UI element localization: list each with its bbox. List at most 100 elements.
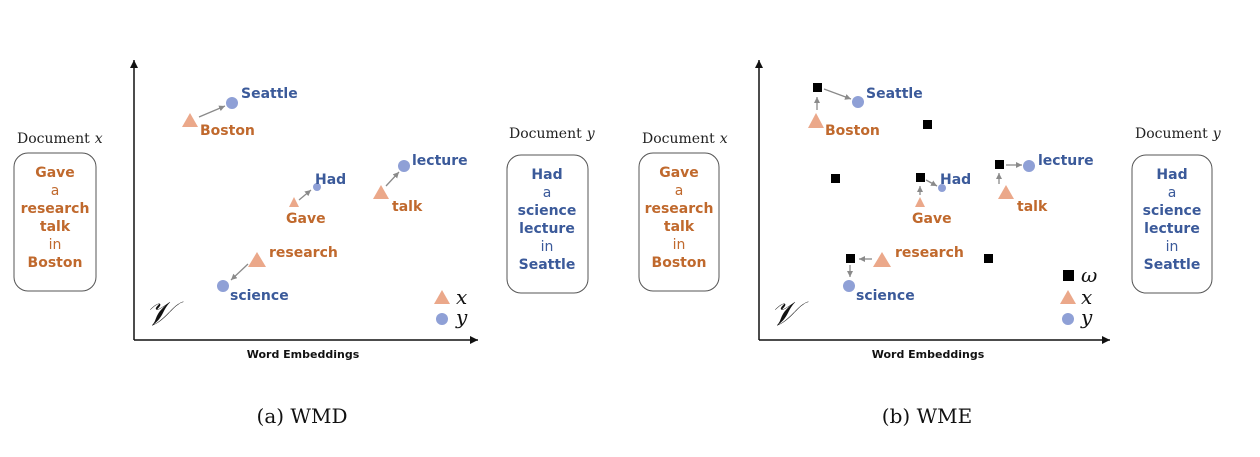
word-label: research <box>895 245 964 261</box>
omega-square <box>984 254 993 263</box>
triangle-marker <box>182 113 198 127</box>
svg-text:Seattle: Seattle <box>1144 257 1201 273</box>
word-label: science <box>856 288 915 304</box>
svg-text:talk: talk <box>664 219 695 235</box>
word-label: Gave <box>286 211 326 227</box>
doc-y-box <box>506 154 589 294</box>
space-label: 𝒱 <box>770 294 809 334</box>
svg-text:a: a <box>675 183 684 199</box>
word-label: Had <box>940 172 971 188</box>
axis-label: Word Embeddings <box>247 348 360 361</box>
circle-marker <box>217 280 229 292</box>
triangle-marker <box>373 185 389 199</box>
doc-x-text: Gave a research talk in Boston <box>21 165 90 271</box>
doc-y-box <box>1131 154 1213 294</box>
doc-x-title: Document x <box>17 131 103 147</box>
omega-square <box>831 174 840 183</box>
svg-text:research: research <box>645 201 714 217</box>
svg-text:in: in <box>1166 239 1179 255</box>
svg-text:science: science <box>1143 203 1202 219</box>
legend: ω x y <box>1060 263 1097 329</box>
arrow <box>925 179 938 187</box>
circle-marker <box>313 183 321 191</box>
legend-circle <box>1062 313 1074 325</box>
circle-marker <box>226 97 238 109</box>
svg-text:Boston: Boston <box>28 255 83 271</box>
svg-text:Boston: Boston <box>652 255 707 271</box>
word-label: Seattle <box>241 86 298 102</box>
svg-text:Gave: Gave <box>659 165 699 181</box>
doc-x-text: Gave a research talk in Boston <box>645 165 714 271</box>
triangle-marker <box>915 197 925 207</box>
svg-text:Gave: Gave <box>35 165 75 181</box>
svg-text:a: a <box>1168 185 1177 201</box>
svg-text:a: a <box>543 185 552 201</box>
triangle-marker <box>808 113 824 128</box>
word-label: talk <box>392 199 423 215</box>
word-label: lecture <box>1038 153 1094 169</box>
triangle-marker <box>998 185 1014 199</box>
word-label: Boston <box>825 123 880 139</box>
circle-marker <box>398 160 410 172</box>
word-label: Gave <box>912 211 952 227</box>
svg-text:science: science <box>518 203 577 219</box>
legend-label: x <box>456 285 467 309</box>
caption: (a) WMD <box>257 404 348 428</box>
word-label: Boston <box>200 123 255 139</box>
legend-circle <box>436 313 448 325</box>
word-label: research <box>269 245 338 261</box>
svg-text:Had: Had <box>531 167 562 183</box>
triangle-marker <box>873 252 891 267</box>
circle-marker <box>1023 160 1035 172</box>
circle-marker <box>852 96 864 108</box>
svg-text:in: in <box>541 239 554 255</box>
svg-text:in: in <box>49 237 62 253</box>
svg-text:lecture: lecture <box>519 221 575 237</box>
doc-x-title: Document x <box>642 131 728 147</box>
doc-y-title: Document y <box>509 126 596 142</box>
triangle-marker <box>248 252 266 267</box>
legend-triangle <box>434 290 450 304</box>
omega-square <box>916 173 925 182</box>
arrow <box>385 171 400 187</box>
word-label: Seattle <box>866 86 923 102</box>
legend-triangle <box>1060 290 1076 304</box>
circle-marker <box>843 280 855 292</box>
omega-square <box>995 160 1004 169</box>
word-label: science <box>230 288 289 304</box>
triangle-marker <box>289 197 299 207</box>
legend-square <box>1063 270 1074 281</box>
word-label: Had <box>315 172 346 188</box>
legend-label: y <box>455 305 468 329</box>
arrow <box>230 263 249 281</box>
omega-square <box>813 83 822 92</box>
space-label: 𝒱 <box>145 294 184 334</box>
svg-text:Had: Had <box>1156 167 1187 183</box>
axis-label: Word Embeddings <box>872 348 985 361</box>
arrow <box>298 189 312 201</box>
legend: x y <box>434 285 468 329</box>
caption: (b) WME <box>882 404 972 428</box>
svg-text:lecture: lecture <box>1144 221 1200 237</box>
svg-text:in: in <box>673 237 686 253</box>
svg-text:research: research <box>21 201 90 217</box>
word-label: lecture <box>412 153 468 169</box>
omega-square <box>846 254 855 263</box>
arrow <box>198 105 226 118</box>
panel-wme: Document x Gave a research talk in Boston… <box>638 60 1222 428</box>
svg-text:Seattle: Seattle <box>519 257 576 273</box>
doc-y-title: Document y <box>1135 126 1222 142</box>
legend-label: y <box>1080 305 1093 329</box>
panel-wmd: Document x Gave a research talk in Boston… <box>13 60 596 428</box>
doc-x-box <box>638 152 720 292</box>
arrow <box>823 88 852 100</box>
doc-y-text: Had a science lecture in Seattle <box>518 167 577 273</box>
legend-label: ω <box>1081 263 1097 287</box>
word-label: talk <box>1017 199 1048 215</box>
omega-square <box>923 120 932 129</box>
legend-label: x <box>1081 285 1092 309</box>
svg-text:a: a <box>51 183 60 199</box>
svg-text:talk: talk <box>40 219 71 235</box>
doc-x-box <box>13 152 97 292</box>
